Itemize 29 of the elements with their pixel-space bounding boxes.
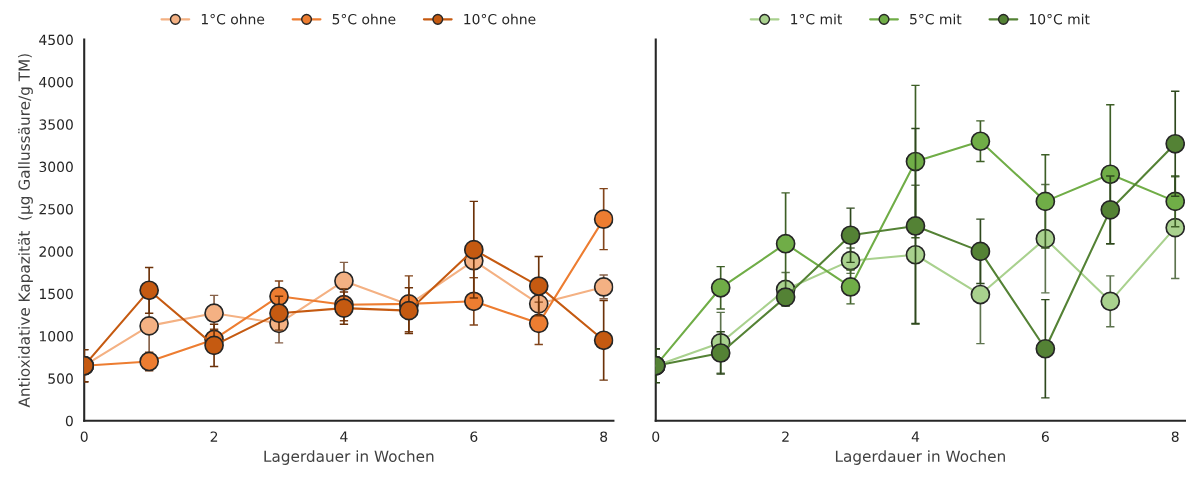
x-tick-label: 8 [1171,431,1179,442]
legend-label: 5°C mit [910,13,962,25]
x-tick-label: 2 [210,431,218,442]
y-tick-label: 2500 [39,203,73,215]
x-tick-label: 0 [652,431,660,442]
y-tick-label: 0 [65,415,73,427]
legend-label: 10°C mit [1029,13,1090,25]
y-tick-label: 3500 [39,119,73,130]
x-tick-label: 4 [340,431,348,442]
y-tick-label: 1500 [39,288,73,300]
x-tick-label: 0 [80,431,88,442]
x-tick-label: 2 [782,431,789,442]
y-tick-label: 3000 [39,161,73,173]
x-tick-label: 4 [911,431,920,442]
y-axis-title: Antioxidative Kapazität (µg Gallussäure/g TM) [18,54,33,408]
legend-label: 5°C ohne [332,13,396,25]
legend-label: 1°C ohne [201,13,265,25]
y-tick-label: 500 [48,373,73,384]
x-tick-label: 6 [470,431,478,442]
y-tick-label: 2000 [39,246,73,257]
x-axis-title: Lagerdauer in Wochen [264,450,434,465]
x-tick-label: 6 [1041,431,1049,442]
legend-label: 10°C ohne [464,13,536,25]
legend-label: 1°C mit [791,13,843,25]
y-tick-label: 4500 [39,34,73,46]
x-axis-title: Lagerdauer in Wochen [835,450,1005,465]
y-tick-label: 1000 [39,331,73,342]
y-tick-label: 4000 [39,76,73,88]
x-tick-label: 8 [600,431,608,442]
